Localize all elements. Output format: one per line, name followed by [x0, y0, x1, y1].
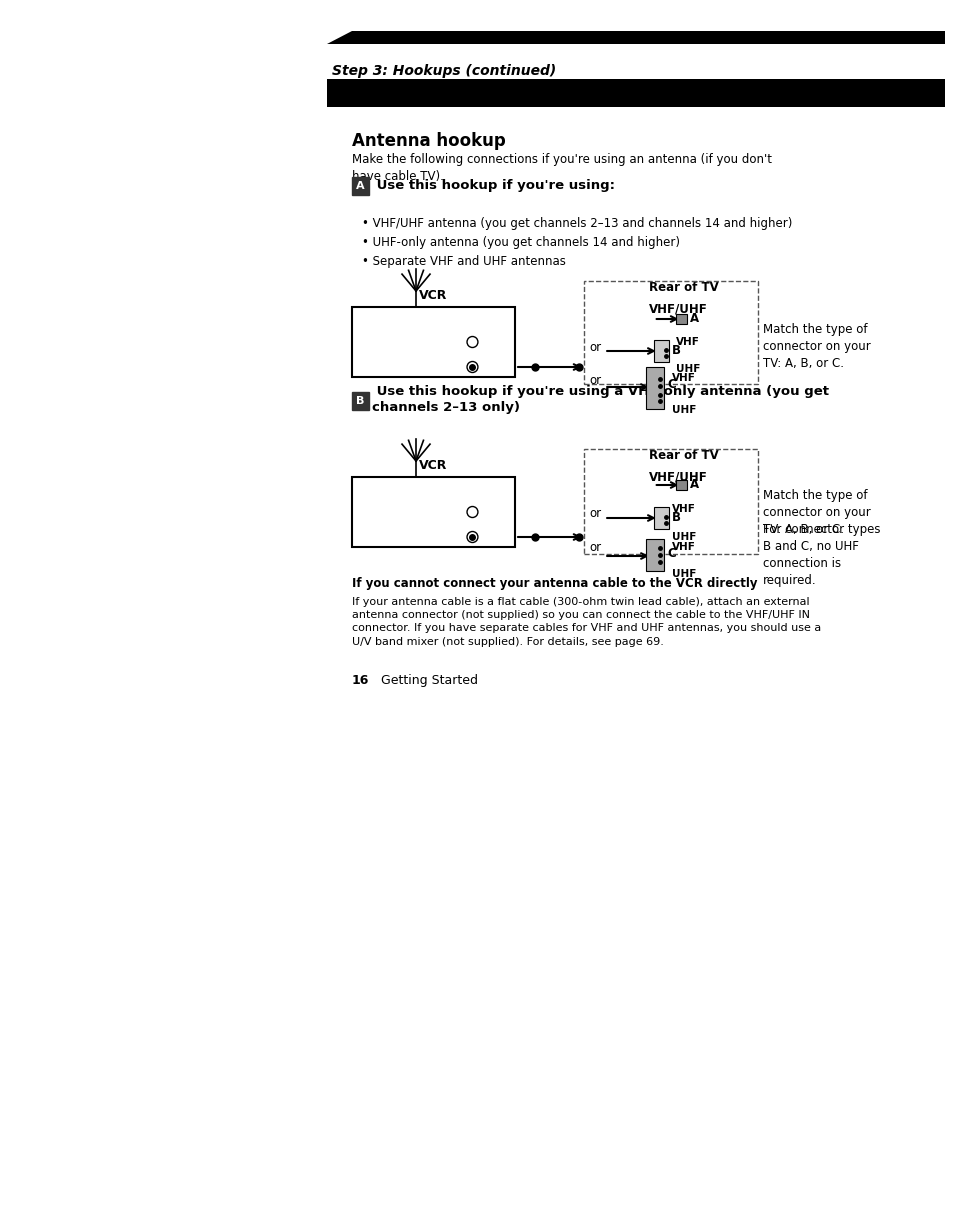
Text: If you cannot connect your antenna cable to the VCR directly: If you cannot connect your antenna cable… — [352, 576, 757, 590]
Text: If your antenna cable is a flat cable (300-ohm twin lead cable), attach an exter: If your antenna cable is a flat cable (3… — [352, 597, 820, 646]
Text: • VHF/UHF antenna (you get channels 2–13 and channels 14 and higher): • VHF/UHF antenna (you get channels 2–13… — [361, 218, 791, 230]
Bar — [653, 508, 668, 528]
Text: Getting Started: Getting Started — [381, 673, 477, 687]
Bar — [584, 281, 757, 383]
Bar — [352, 392, 369, 410]
Text: Use this hookup if you're using a VHF-only antenna (you get
channels 2–13 only): Use this hookup if you're using a VHF-on… — [372, 386, 828, 414]
Text: or: or — [589, 374, 600, 387]
Text: UHF: UHF — [675, 364, 700, 374]
Text: VHF/UHF: VHF/UHF — [450, 312, 484, 321]
Text: A: A — [355, 181, 364, 190]
Text: VHF/UHF: VHF/UHF — [450, 482, 484, 492]
Text: • Separate VHF and UHF antennas: • Separate VHF and UHF antennas — [361, 254, 565, 268]
Text: Hookup 3: Hookup 3 — [341, 86, 422, 101]
Text: Match the type of
connector on your
TV: A, B, or C.: Match the type of connector on your TV: … — [761, 323, 869, 370]
Text: VHF: VHF — [671, 504, 695, 514]
Text: For connector types
B and C, no UHF
connection is
required.: For connector types B and C, no UHF conn… — [761, 524, 880, 587]
Text: IN: IN — [450, 497, 458, 506]
Text: A: A — [690, 312, 699, 326]
Text: UHF: UHF — [671, 532, 696, 542]
Bar — [352, 177, 369, 195]
Circle shape — [467, 506, 477, 517]
Circle shape — [467, 361, 477, 372]
Bar — [645, 367, 663, 409]
Text: UHF: UHF — [671, 406, 696, 415]
Text: or: or — [589, 541, 600, 554]
Text: VHF: VHF — [671, 372, 695, 383]
Text: • UHF-only antenna (you get channels 14 and higher): • UHF-only antenna (you get channels 14 … — [361, 236, 679, 249]
Text: OUT: OUT — [450, 527, 466, 536]
Text: B: B — [356, 396, 364, 406]
Bar — [675, 313, 687, 324]
Text: Use this hookup if you're using:: Use this hookup if you're using: — [372, 178, 615, 192]
Text: Step 3: Hookups (continued): Step 3: Hookups (continued) — [332, 64, 556, 77]
Text: VHF/UHF: VHF/UHF — [648, 471, 707, 484]
Text: IN: IN — [450, 327, 458, 336]
Circle shape — [467, 337, 477, 348]
Text: VHF: VHF — [675, 337, 699, 347]
Text: VCR: VCR — [418, 289, 447, 302]
Text: Match the type of
connector on your
TV: A, B, or C.: Match the type of connector on your TV: … — [761, 489, 869, 536]
Bar — [352, 307, 515, 377]
Text: C: C — [667, 379, 676, 392]
Polygon shape — [327, 31, 944, 44]
Bar — [584, 449, 757, 554]
Circle shape — [467, 531, 477, 542]
Bar — [645, 540, 663, 571]
Bar — [352, 477, 515, 547]
Text: B: B — [671, 511, 679, 525]
Text: VHF/UHF: VHF/UHF — [648, 304, 707, 316]
Text: 16: 16 — [352, 673, 369, 687]
Text: Pages 16 to 18: Pages 16 to 18 — [816, 86, 932, 100]
Text: VHF: VHF — [671, 542, 695, 552]
Text: Rear of TV: Rear of TV — [648, 281, 718, 294]
Bar — [327, 79, 944, 107]
Bar — [675, 481, 687, 490]
Bar — [653, 340, 668, 363]
Text: B: B — [671, 344, 679, 358]
Text: VCR: VCR — [418, 458, 447, 472]
Text: Antenna hookup: Antenna hookup — [352, 132, 505, 150]
Text: C: C — [667, 547, 676, 560]
Text: A: A — [690, 478, 699, 492]
Text: Make the following connections if you're using an antenna (if you don't
have cab: Make the following connections if you're… — [352, 152, 771, 183]
Text: UHF: UHF — [671, 569, 696, 579]
Text: or: or — [589, 508, 600, 520]
Text: Rear of TV: Rear of TV — [648, 449, 718, 462]
Text: OUT: OUT — [450, 356, 466, 366]
Text: or: or — [589, 340, 600, 354]
